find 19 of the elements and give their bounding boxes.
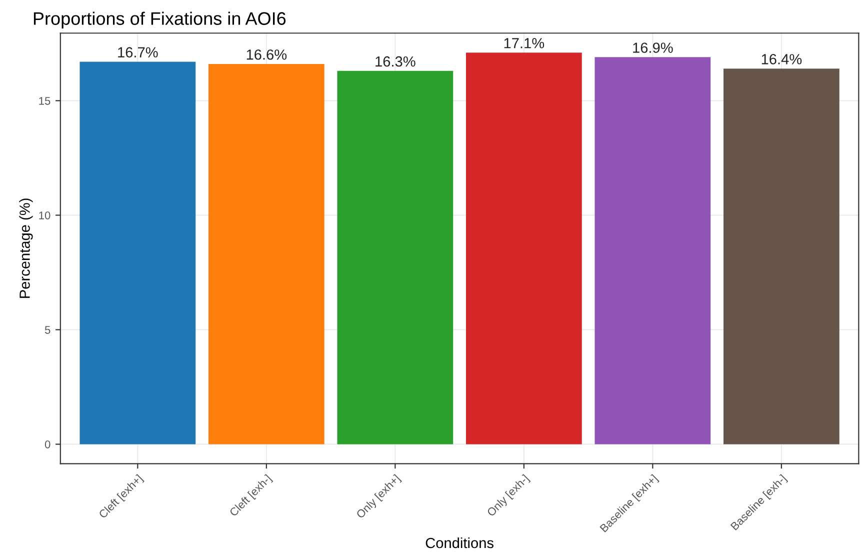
y-tick-label: 0 [44, 440, 50, 448]
data-label: 16.7% [118, 47, 158, 58]
y-axis-title: Percentage (%) [19, 198, 33, 298]
chart-title: Proportions of Fixations in AOI6 [34, 12, 286, 29]
data-label: 17.1% [504, 38, 544, 48]
y-tick-label: 5 [44, 326, 50, 334]
bar [723, 68, 840, 444]
data-label: 16.9% [633, 42, 673, 53]
bar [337, 70, 454, 444]
data-label: 16.6% [246, 49, 287, 60]
x-axis-title: Conditions [426, 537, 494, 548]
bar [80, 62, 196, 444]
data-label: 16.3% [376, 56, 416, 67]
bar [594, 57, 711, 444]
bar [466, 52, 582, 444]
data-label: 16.4% [762, 54, 802, 64]
y-tick-label: 15 [39, 97, 50, 105]
y-tick-label: 10 [39, 211, 50, 220]
bar [208, 64, 324, 444]
